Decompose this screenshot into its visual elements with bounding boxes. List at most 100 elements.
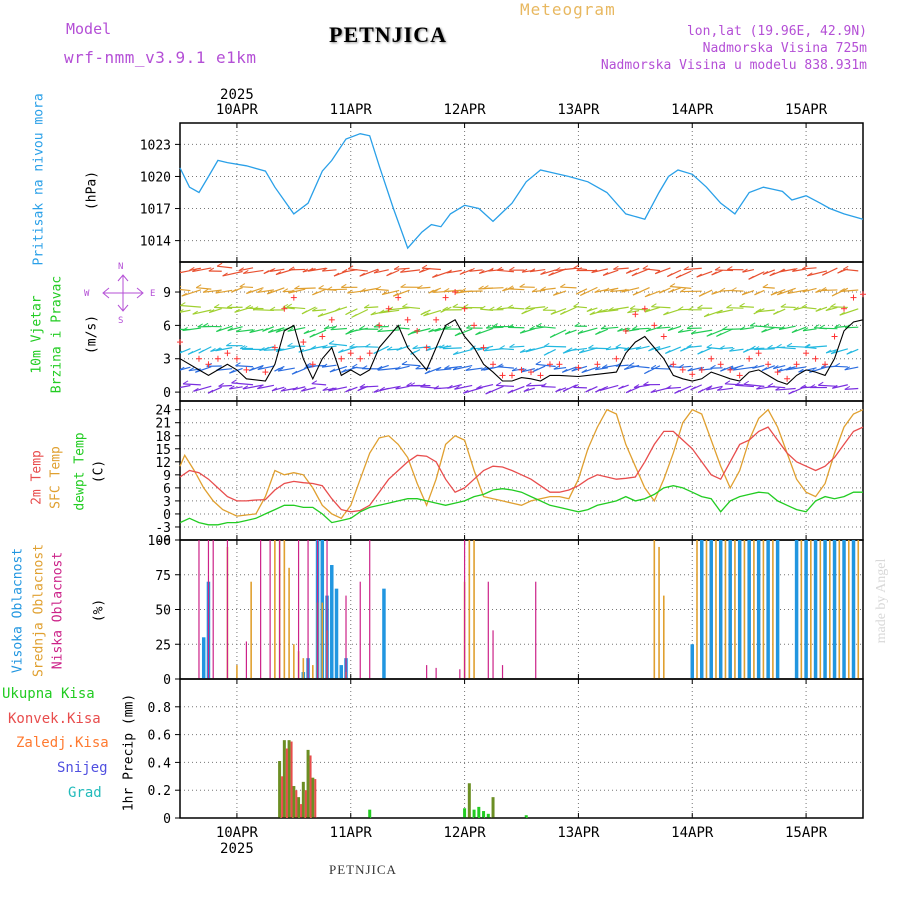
wind-arrow: [655, 345, 671, 352]
wind-arrow: [830, 348, 848, 355]
wind-arrow: [348, 268, 368, 272]
wind-arrow: [477, 345, 494, 351]
precip-bar: [472, 809, 476, 818]
wind-arrow-head: [288, 266, 295, 271]
wind-arrow-head: [377, 366, 384, 371]
cloud-bar: [302, 658, 305, 679]
wind-arrow-head: [792, 267, 798, 272]
wind-arrow-head: [507, 304, 514, 309]
wind-arrow: [735, 384, 754, 388]
wind-arrow: [317, 309, 337, 318]
wind-arrow: [776, 346, 796, 350]
wind-arrow-head: [778, 326, 785, 330]
wind-arrow: [192, 309, 212, 315]
pressure-panel: 1023 1020 1017 1014: [140, 122, 864, 263]
wind-arrow-head: [719, 287, 726, 292]
wind-arrow-head: [248, 367, 255, 372]
wind-arrow-head: [561, 368, 568, 373]
wind-arrow: [387, 348, 400, 351]
wind-arrow: [180, 288, 191, 292]
ytick-label: 25: [155, 638, 171, 653]
wind-arrow: [242, 384, 264, 390]
ytick-label: 75: [155, 569, 171, 584]
station-title: PETNJICA: [329, 22, 448, 47]
wind-arrow: [595, 367, 608, 371]
wind-arrow-head: [650, 389, 657, 393]
wind-arrow-head: [801, 303, 808, 308]
wind-arrow-head: [591, 269, 597, 273]
wind-arrow-head: [697, 350, 703, 355]
wind-arrow: [802, 287, 817, 293]
wind-arrow-head: [334, 307, 341, 312]
wind-arrow-head: [559, 283, 566, 288]
wind-arrow: [292, 386, 306, 391]
wind-arrow: [257, 289, 275, 294]
wind-arrow-head: [542, 306, 549, 311]
wind-arrow-head: [595, 388, 601, 393]
wind-arrow-head: [321, 267, 328, 272]
wind-arrow-head: [207, 389, 214, 394]
wind-arrow: [531, 289, 546, 293]
wind-arrow: [215, 347, 233, 352]
wind-arrow-head: [188, 367, 195, 372]
wind-arrow: [195, 366, 212, 373]
wind-arrow: [412, 345, 431, 350]
wind-arrow: [446, 269, 462, 274]
wind-arrow-head: [665, 350, 671, 354]
cloud-bar: [728, 540, 732, 679]
wind-arrow-head: [529, 268, 536, 273]
wind-arrow-head: [257, 366, 264, 370]
wind-arrow-head: [610, 288, 616, 292]
ytick-label: 1017: [140, 203, 171, 218]
wind-arrow-head: [351, 313, 357, 318]
wind-arrow-head: [613, 265, 619, 270]
wind-arrow: [454, 328, 473, 337]
wind-arrow: [577, 327, 598, 335]
cloud-bar: [226, 540, 229, 679]
wind-arrow: [767, 385, 786, 389]
wind-arrow-head: [581, 369, 588, 373]
wind-arrow-head: [392, 292, 399, 297]
wind-arrow-head: [496, 305, 503, 310]
wind-arrow-head: [618, 385, 624, 390]
wind-arrow-head: [820, 287, 827, 291]
wind-arrow: [615, 364, 629, 367]
elevation-label: Nadmorska Visina 725m: [702, 41, 867, 56]
wind-arrow-head: [754, 291, 760, 296]
wind-arrow-head: [465, 366, 472, 371]
wind-arrow-head: [321, 363, 328, 368]
wind-arrow: [779, 325, 796, 331]
wind-arrow-head: [748, 275, 754, 280]
wind-arrow: [509, 345, 525, 348]
ytick-label: 0: [163, 386, 171, 401]
wind-arrow-head: [322, 387, 328, 391]
wind-arrow-head: [698, 292, 705, 297]
wind-arrow: [843, 268, 859, 272]
wind-arrow-head: [687, 367, 694, 372]
wind-arrow-head: [282, 288, 289, 293]
wind-arrow-head: [347, 289, 353, 294]
compass-w: W: [84, 289, 90, 299]
wind-arrow-head: [395, 385, 401, 390]
wind-arrow: [415, 367, 431, 370]
wind-arrow: [785, 366, 807, 371]
precip-bar: [311, 777, 315, 818]
wind-arrow-head: [245, 304, 252, 309]
precip-bar: [306, 749, 310, 818]
wind-arrow: [257, 365, 275, 371]
compass-s: S: [118, 316, 124, 326]
wind-arrow: [632, 327, 650, 330]
wind-arrow-head: [595, 366, 601, 371]
wind-arrow: [377, 367, 400, 371]
ytick-label: 6: [163, 482, 171, 497]
wind-arrow: [657, 326, 671, 329]
wind-arrow-head: [825, 307, 832, 311]
wind-arrow-head: [743, 380, 750, 385]
wind-arrow-head: [595, 331, 601, 335]
wind-arrow-head: [428, 328, 434, 333]
wind-arrow-head: [400, 283, 406, 288]
cloud-bar: [753, 540, 755, 679]
top-date-label: 14APR: [671, 102, 714, 118]
wind-arrow: [395, 327, 410, 330]
wind-arrow: [180, 347, 191, 354]
